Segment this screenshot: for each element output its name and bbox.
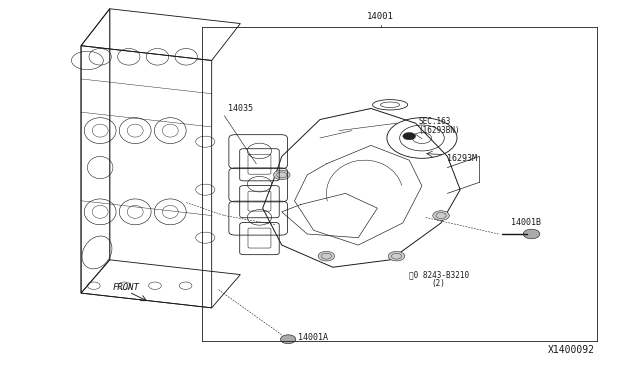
Circle shape: [388, 251, 404, 261]
Text: 14001: 14001: [367, 12, 394, 21]
Text: SEC.163: SEC.163: [419, 117, 451, 126]
Circle shape: [273, 170, 290, 180]
Text: (2): (2): [431, 279, 445, 288]
Text: 14001A: 14001A: [298, 333, 328, 342]
Text: ␹0 8243-B3210: ␹0 8243-B3210: [409, 270, 469, 279]
Text: FRONT: FRONT: [112, 283, 139, 292]
Text: (16293BN): (16293BN): [419, 126, 460, 135]
Text: 14035: 14035: [228, 104, 253, 113]
Circle shape: [403, 132, 415, 140]
Circle shape: [318, 251, 335, 261]
Circle shape: [433, 211, 449, 220]
Text: X1400092: X1400092: [548, 345, 595, 355]
Text: 16293M: 16293M: [447, 154, 477, 163]
Text: 14001B: 14001B: [511, 218, 541, 227]
Circle shape: [280, 335, 296, 344]
Circle shape: [524, 229, 540, 239]
